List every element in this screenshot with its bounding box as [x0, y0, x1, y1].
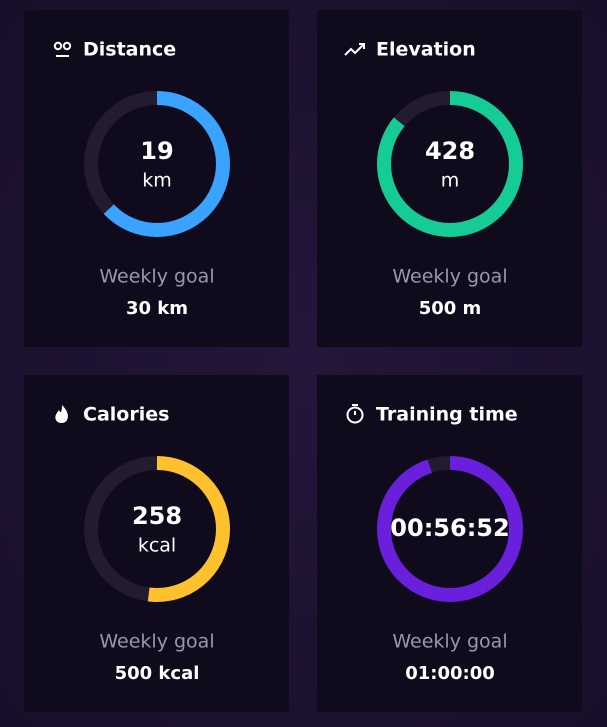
- goal: 30 km: [126, 298, 188, 319]
- icon-part: [344, 43, 365, 56]
- icon-part: [346, 406, 364, 424]
- card: Calories 258 kcal Weekly goal 500 kcal: [24, 375, 289, 712]
- ring-progress: [377, 456, 523, 602]
- icon-part: [55, 405, 68, 423]
- goal: 01:00:00: [405, 663, 495, 684]
- icon: [53, 41, 72, 57]
- value: 00:56:52: [390, 514, 509, 542]
- value: 19: [140, 137, 173, 165]
- card: Training time 00:56:52 Weekly goal 01:00:00: [317, 375, 582, 712]
- goal-label: Weekly goal: [392, 631, 507, 653]
- ring-progress: [84, 456, 230, 602]
- card-bg: [317, 10, 582, 347]
- icon-part: [352, 404, 358, 415]
- card-title: Training time: [376, 404, 518, 426]
- card-bg: [24, 375, 289, 712]
- icon: [55, 405, 68, 423]
- unit: kcal: [138, 535, 176, 557]
- card-title: Distance: [83, 39, 176, 61]
- value: 428: [425, 137, 475, 165]
- card: Distance 19 km Weekly goal 30 km: [24, 10, 289, 347]
- unit: km: [142, 170, 172, 192]
- icon-part: [53, 41, 63, 51]
- icon: [346, 404, 364, 424]
- goal: 500 m: [419, 298, 482, 319]
- goal: 500 kcal: [115, 663, 200, 684]
- card-bg: [24, 10, 289, 347]
- goal-label: Weekly goal: [99, 631, 214, 653]
- ring-progress: [377, 91, 523, 237]
- unit: m: [441, 170, 460, 192]
- goal-label: Weekly goal: [392, 266, 507, 288]
- card-title: Calories: [83, 404, 169, 426]
- value: 258: [132, 502, 182, 530]
- card: Elevation 428 m Weekly goal 500 m: [317, 10, 582, 347]
- card-title: Elevation: [376, 39, 476, 61]
- icon-part: [62, 41, 72, 51]
- icon: [344, 43, 365, 56]
- card-bg: [317, 375, 582, 712]
- goal-label: Weekly goal: [99, 266, 214, 288]
- ring-progress: [84, 91, 230, 237]
